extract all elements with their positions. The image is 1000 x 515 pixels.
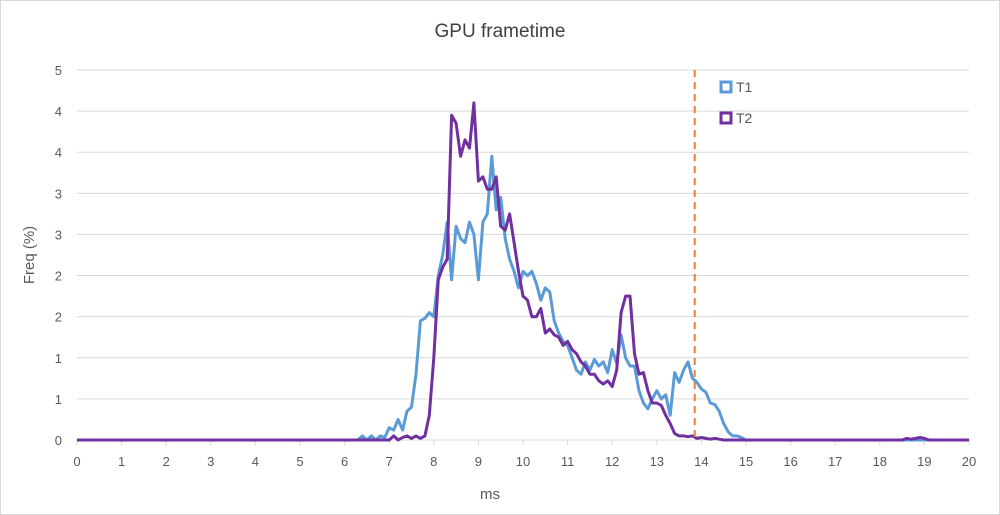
legend: T1 T2: [719, 79, 753, 126]
y-tick-label: 1: [55, 351, 62, 366]
y-tick-label: 2: [55, 310, 62, 325]
x-tick-label: 3: [207, 454, 214, 469]
x-tick-label: 0: [73, 454, 80, 469]
legend-label-t2: T2: [736, 110, 753, 126]
legend-label-t1: T1: [736, 79, 753, 95]
y-tick-label: 3: [55, 227, 62, 242]
x-tick-label: 1: [118, 454, 125, 469]
y-axis-label: Freq (%): [21, 226, 38, 284]
legend-swatch-t1: [719, 80, 733, 94]
legend-swatch-t2: [719, 111, 733, 125]
y-tick-label: 2: [55, 269, 62, 284]
x-tick-label: 4: [252, 454, 259, 469]
x-tick-label: 13: [650, 454, 664, 469]
x-tick-label: 12: [605, 454, 619, 469]
chart-title: GPU frametime: [435, 21, 566, 42]
x-tick-label: 2: [163, 454, 170, 469]
x-tick-label: 19: [917, 454, 931, 469]
y-tick-label: 4: [55, 145, 62, 160]
y-tick-label: 5: [55, 63, 62, 78]
x-tick-label: 10: [516, 454, 530, 469]
x-tick-label: 6: [341, 454, 348, 469]
series-line-t1: [77, 154, 969, 442]
y-gridlines: [77, 69, 969, 400]
y-tick-label: 1: [55, 392, 62, 407]
x-tick-label: 7: [386, 454, 393, 469]
x-tick-label: 14: [694, 454, 708, 469]
x-tick-label: 8: [430, 454, 437, 469]
y-tick-label: 0: [55, 433, 62, 448]
series-layer: [77, 101, 969, 442]
x-tick-labels: 0 1 2 3 4 5 6 7 8 9 10 11 12 13 14 15 16 17 18 19 20: [73, 440, 976, 469]
x-tick-label: 15: [739, 454, 753, 469]
x-tick-label: 9: [475, 454, 482, 469]
x-tick-label: 18: [873, 454, 887, 469]
x-tick-label: 20: [962, 454, 976, 469]
series-line-t2: [77, 101, 969, 442]
y-tick-label: 4: [55, 104, 62, 119]
x-tick-label: 5: [296, 454, 303, 469]
x-axis-label: ms: [480, 486, 500, 503]
y-tick-label: 3: [55, 186, 62, 201]
y-tick-labels: 0 1 1 2 2 3 3 4 4 5: [55, 63, 62, 448]
x-tick-label: 16: [783, 454, 797, 469]
x-tick-label: 17: [828, 454, 842, 469]
x-tick-label: 11: [561, 454, 575, 469]
